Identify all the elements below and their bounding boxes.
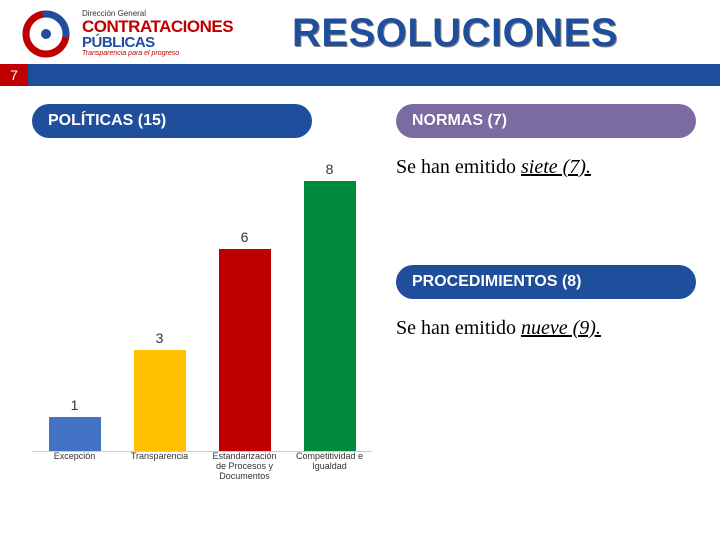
normas-pill: NORMAS (7)	[396, 104, 696, 138]
normas-text-em: siete (7).	[521, 156, 591, 178]
page-bar	[28, 64, 720, 86]
normas-text-prefix: Se han emitido	[396, 156, 521, 178]
left-column: POLÍTICAS (15) 1 3 6 8 Excepción Transparenc…	[32, 104, 372, 482]
content: POLÍTICAS (15) 1 3 6 8 Excepción Transparenc…	[0, 86, 720, 482]
page-title: RESOLUCIONES	[292, 11, 618, 56]
header: Dirección General CONTRATACIONES PÚBLICA…	[0, 0, 720, 62]
procedimientos-text-prefix: Se han emitido	[396, 317, 521, 339]
logo-area: Dirección General CONTRATACIONES PÚBLICA…	[16, 8, 276, 58]
politicas-pill: POLÍTICAS (15)	[32, 104, 312, 138]
page-number: 7	[0, 64, 28, 86]
spacer	[396, 197, 696, 247]
bar-wrap: 1	[45, 397, 105, 451]
x-axis-label: Transparencia	[125, 452, 195, 482]
bar-chart: 1 3 6 8 Excepción Transparencia Estandarizaci…	[32, 142, 372, 482]
bar	[219, 249, 271, 452]
procedimientos-text-em: nueve (9).	[521, 317, 601, 339]
logo-line2: CONTRATACIONES	[82, 18, 233, 35]
bar	[134, 350, 186, 451]
x-axis-label: Competitividad e Igualdad	[295, 452, 365, 482]
bar	[49, 417, 101, 451]
procedimientos-text: Se han emitido nueve (9).	[396, 317, 696, 340]
logo-text: Dirección General CONTRATACIONES PÚBLICA…	[82, 10, 233, 57]
bar-wrap: 3	[130, 330, 190, 451]
bar-value-label: 3	[156, 330, 164, 346]
bar-wrap: 8	[300, 161, 360, 451]
x-axis-label: Estandarización de Procesos y Documentos	[210, 452, 280, 482]
bar-value-label: 6	[241, 229, 249, 245]
bar-value-label: 8	[326, 161, 334, 177]
bar	[304, 181, 356, 451]
logo-line4: Transparencia para el progreso	[82, 50, 233, 57]
x-axis-label: Excepción	[40, 452, 110, 482]
logo-line3: PÚBLICAS	[82, 35, 233, 50]
procedimientos-pill: PROCEDIMIENTOS (8)	[396, 265, 696, 299]
normas-text: Se han emitido siete (7).	[396, 156, 696, 179]
page-number-bar: 7	[0, 64, 720, 86]
bar-wrap: 6	[215, 229, 275, 452]
logo-icon	[16, 8, 76, 58]
right-column: NORMAS (7) Se han emitido siete (7). PRO…	[396, 104, 696, 482]
bar-value-label: 1	[71, 397, 79, 413]
